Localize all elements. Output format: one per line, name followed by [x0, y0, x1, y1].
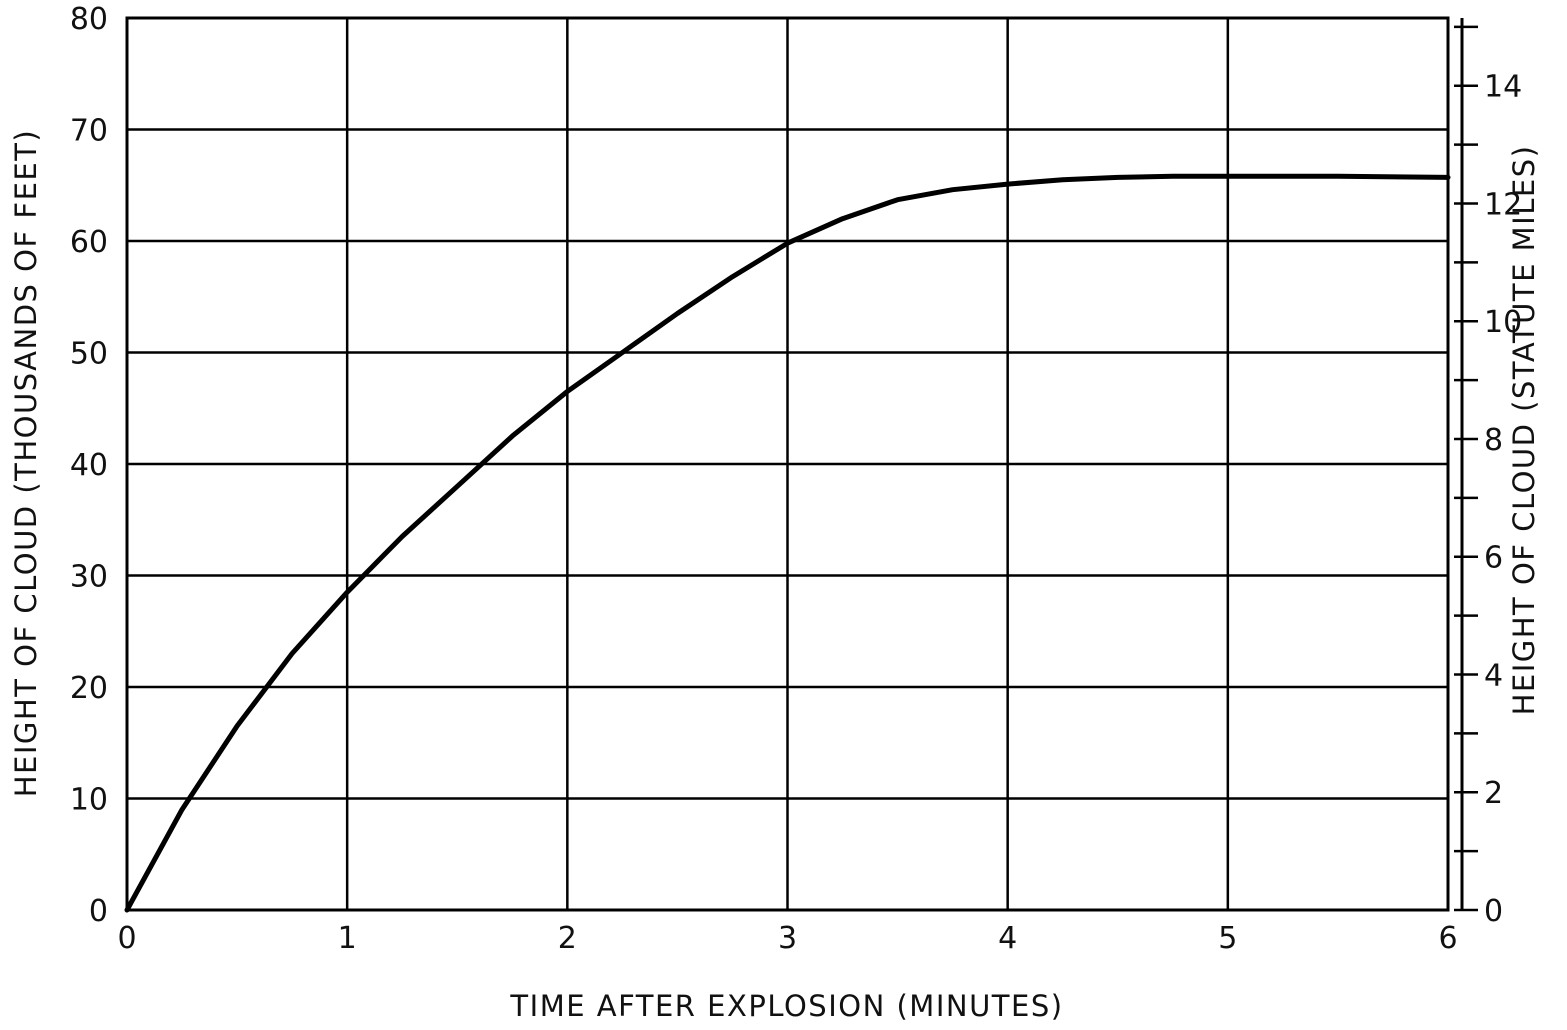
y-axis-title: HEIGHT OF CLOUD (THOUSANDS OF FEET): [9, 129, 43, 798]
right-tick-label: 2: [1484, 776, 1503, 811]
right-tick-label: 14: [1484, 70, 1522, 105]
plot-frame: [125, 16, 1450, 912]
x-tick-label: 2: [558, 921, 577, 956]
x-tick-label: 5: [1218, 921, 1237, 956]
right-tick-labels: 0 2 4 6 8 10 12 14: [1484, 70, 1522, 929]
x-tick-label: 3: [778, 921, 797, 956]
x-tick-label: 4: [998, 921, 1017, 956]
right-tick-label: 8: [1484, 423, 1503, 458]
y-tick-label: 20: [70, 671, 108, 706]
right-tick-label: 0: [1484, 894, 1503, 929]
cloud-height-curve: [124, 173, 1451, 913]
y-tick-label: 50: [70, 337, 108, 372]
right-tick-label: 12: [1484, 187, 1522, 222]
x-tick-label: 6: [1438, 921, 1457, 956]
y-tick-label: 40: [70, 448, 108, 483]
x-tick-label: 1: [338, 921, 357, 956]
right-axis-ticks: [1454, 25, 1478, 912]
y-tick-label: 80: [70, 2, 108, 37]
right-axis-title: HEIGHT OF CLOUD (STATUTE MILES): [1507, 145, 1541, 716]
y-tick-label: 30: [70, 560, 108, 595]
x-axis-title: TIME AFTER EXPLOSION (MINUTES): [509, 989, 1063, 1023]
right-tick-label: 6: [1484, 541, 1503, 576]
x-tick-label: 0: [117, 921, 136, 956]
y-tick-labels: 0 10 20 30 40 50 60 70 80: [70, 2, 108, 929]
right-tick-label: 4: [1484, 658, 1503, 693]
y-tick-label: 60: [70, 225, 108, 260]
grid: [125, 16, 1450, 912]
y-tick-label: 10: [70, 783, 108, 818]
right-tick-label: 10: [1484, 305, 1522, 340]
y-tick-label: 70: [70, 114, 108, 149]
y-tick-label: 0: [89, 894, 108, 929]
x-tick-labels: 0 1 2 3 4 5 6: [117, 921, 1457, 956]
